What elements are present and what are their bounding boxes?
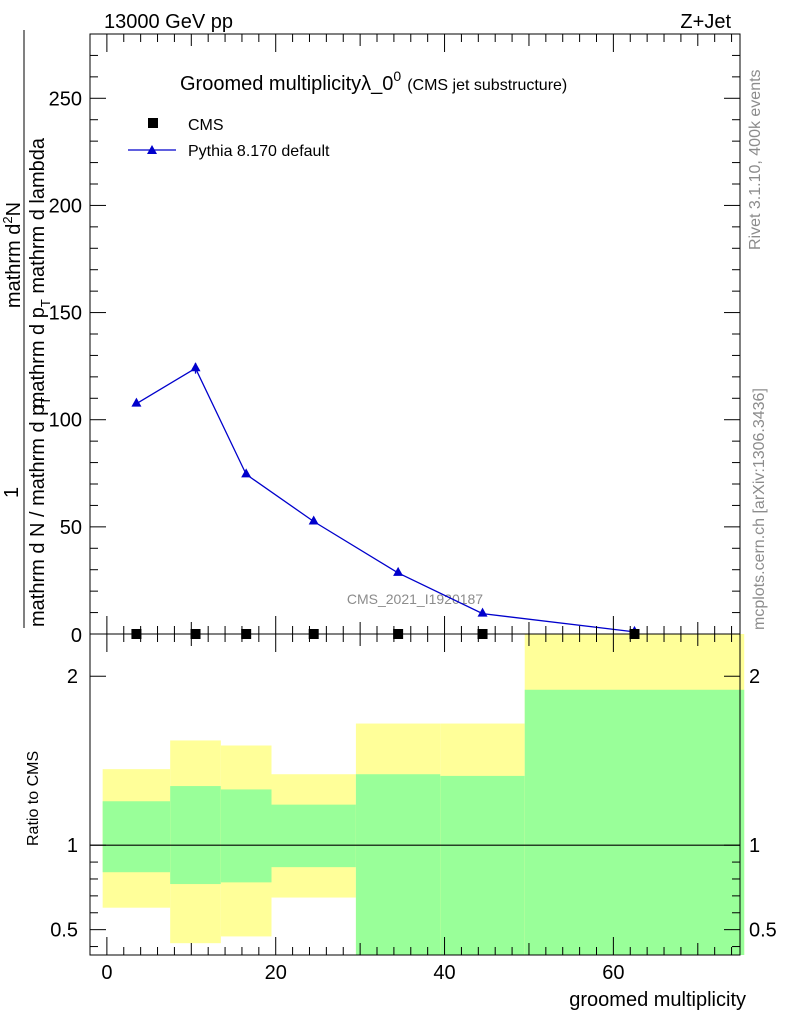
x-axis-label: groomed multiplicity <box>569 989 746 1011</box>
xtick-label-0: 0 <box>101 962 112 984</box>
y-numerator-prefix: mathrm d <box>3 224 25 308</box>
main-ytick-label-0: 50 <box>60 517 82 539</box>
pythia-point-3 <box>308 515 319 525</box>
ratio-band-green-3 <box>271 804 356 868</box>
ratio-band-green-5 <box>440 775 525 955</box>
ratio-axis-label: Ratio to CMS <box>25 751 42 846</box>
mcplots-reference-label: mcplots.cern.ch [arXiv:1306.3436] <box>751 388 768 630</box>
ratio-ytick-label-right-0: 0.5 <box>749 920 777 942</box>
y-numerator-suffix: N <box>3 202 25 216</box>
y-axis-label: 1 mathrm d2N mathrm d pT mathrm d lambda… <box>0 30 53 628</box>
ratio-ytick-label-left-1: 1 <box>67 835 78 857</box>
xtick-label-1: 20 <box>265 962 287 984</box>
header-process-label: 13000 GeV pp <box>104 11 233 33</box>
y-axis-label-fraction-lower: mathrm d N / mathrm d pT <box>27 397 53 627</box>
header-channel-label: Z+Jet <box>680 11 731 33</box>
main-ytick-label-3: 200 <box>49 195 82 217</box>
y-numerator-sup: 2 <box>0 216 15 223</box>
ratio-band-green-2 <box>220 789 272 883</box>
analysis-watermark: CMS_2021_I1920187 <box>347 591 483 607</box>
main-ytick-label-zero: 0 <box>71 625 82 647</box>
chart-title-superscript: 0 <box>393 68 401 84</box>
y-axis-label-one: 1 <box>1 487 23 498</box>
pythia-point-1 <box>190 362 201 372</box>
ratio-band-green-6 <box>524 689 745 955</box>
legend-cms-label: CMS <box>188 117 224 134</box>
pythia-point-0 <box>131 397 142 407</box>
pythia-point-4 <box>393 566 404 576</box>
xtick-label-3: 60 <box>602 962 624 984</box>
xtick-label-2: 40 <box>433 962 455 984</box>
chart-title-sub: (CMS jet substructure) <box>407 77 567 94</box>
main-ytick-label-1: 100 <box>49 410 82 432</box>
y-denominator-part1: mathrm d p <box>27 307 49 408</box>
legend: CMS Pythia 8.170 default <box>128 117 330 160</box>
legend-pythia-marker <box>147 145 157 154</box>
ratio-frame <box>89 633 741 956</box>
rivet-version-label: Rivet 3.1.10, 400k events <box>747 69 764 250</box>
ratio-band-green-1 <box>170 786 221 885</box>
ratio-ytick-label-right-1: 1 <box>749 835 760 857</box>
y-axis-label-denominator: mathrm d pT mathrm d lambda <box>27 137 53 408</box>
ratio-band-green-4 <box>355 774 441 955</box>
ratio-bands <box>90 634 745 955</box>
y-lower-sub: T <box>38 397 53 405</box>
y-denominator-part2: mathrm d lambda <box>27 137 49 299</box>
chart-title-main: Groomed multiplicityλ_0 <box>180 73 393 95</box>
ratio-band-green-0 <box>102 801 171 873</box>
y-denominator-sub: T <box>38 299 53 307</box>
ratio-ytick-label-left-0: 0.5 <box>50 920 78 942</box>
main-ytick-label-2: 150 <box>49 303 82 325</box>
main-ytick-label-4: 250 <box>49 88 82 110</box>
chart-title: Groomed multiplicityλ_00 (CMS jet substru… <box>180 68 567 95</box>
ratio-ytick-label-right-2: 2 <box>749 666 760 688</box>
pythia-point-2 <box>241 468 252 478</box>
y-lower-part1: mathrm d N / mathrm d p <box>27 405 49 627</box>
ratio-ytick-label-left-2: 2 <box>67 666 78 688</box>
legend-cms-marker <box>148 118 158 128</box>
legend-pythia-label: Pythia 8.170 default <box>188 143 330 160</box>
y-axis-label-numerator: mathrm d2N <box>0 202 25 308</box>
pythia-point-5 <box>477 607 488 617</box>
